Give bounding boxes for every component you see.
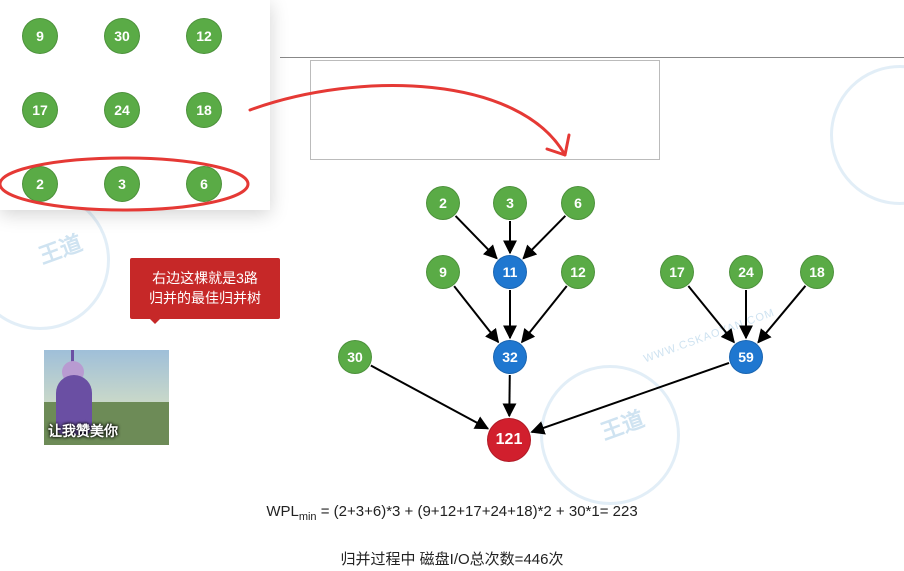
wpl-formula: WPLmin = (2+3+6)*3 + (9+12+17+24+18)*2 +… — [0, 503, 904, 523]
grid-node: 3 — [104, 166, 140, 202]
tree-node: 9 — [426, 255, 460, 289]
tree-node: 12 — [561, 255, 595, 289]
watermark-circle — [0, 190, 110, 330]
tree-node: 11 — [493, 255, 527, 289]
meme-image: 让我赞美你 — [44, 350, 169, 445]
tree-node: 3 — [493, 186, 527, 220]
watermark-text: 王道 — [596, 401, 648, 446]
speech-line-1: 右边这棵就是3路 — [142, 268, 268, 288]
tree-node: 121 — [487, 418, 531, 462]
grid-node: 24 — [104, 92, 140, 128]
grid-node: 9 — [22, 18, 58, 54]
watermark-circle — [540, 365, 680, 505]
tree-node: 18 — [800, 255, 834, 289]
tree-node: 30 — [338, 340, 372, 374]
tree-node: 2 — [426, 186, 460, 220]
section-separator — [280, 57, 904, 58]
formula-sub: min — [299, 511, 317, 523]
tree-node: 24 — [729, 255, 763, 289]
formula-prefix: WPL — [266, 503, 299, 520]
tree-node: 17 — [660, 255, 694, 289]
meme-caption: 让我赞美你 — [48, 421, 118, 441]
tree-node: 6 — [561, 186, 595, 220]
grid-node: 18 — [186, 92, 222, 128]
grid-node: 17 — [22, 92, 58, 128]
grid-node: 12 — [186, 18, 222, 54]
placeholder-box — [310, 60, 660, 160]
grid-node: 6 — [186, 166, 222, 202]
watermark-text: 王道 — [34, 225, 86, 270]
formula-rest: = (2+3+6)*3 + (9+12+17+24+18)*2 + 30*1= … — [317, 503, 638, 520]
tree-node: 32 — [493, 340, 527, 374]
grid-node: 30 — [104, 18, 140, 54]
tree-node: 59 — [729, 340, 763, 374]
grid-node: 2 — [22, 166, 58, 202]
speech-line-2: 归并的最佳归并树 — [142, 288, 268, 308]
leaf-values-grid: 9 30 12 17 24 18 2 3 6 — [0, 0, 270, 210]
io-count-text: 归并过程中 磁盘I/O总次数=446次 — [0, 548, 904, 569]
watermark-circle — [830, 65, 904, 205]
speech-bubble: 右边这棵就是3路 归并的最佳归并树 — [130, 258, 280, 319]
